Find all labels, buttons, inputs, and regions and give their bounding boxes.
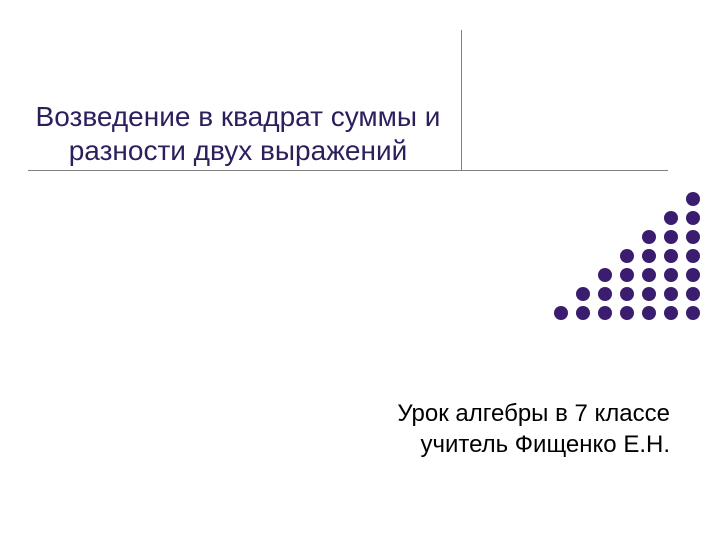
decoration-dot (686, 306, 700, 320)
dot-row (554, 249, 700, 263)
decoration-dot (686, 268, 700, 282)
decoration-dot (664, 211, 678, 225)
decoration-dot (664, 287, 678, 301)
decoration-dot (576, 287, 590, 301)
slide: Возведение в квадрат суммы и разности дв… (0, 0, 720, 540)
decoration-dot (620, 306, 634, 320)
decoration-dot (664, 268, 678, 282)
decoration-dot (620, 249, 634, 263)
decoration-dot (642, 230, 656, 244)
decoration-dot (664, 230, 678, 244)
decoration-dot (598, 287, 612, 301)
decoration-dot (686, 287, 700, 301)
decoration-dot (598, 268, 612, 282)
decoration-dot (642, 268, 656, 282)
decoration-dot (620, 268, 634, 282)
dot-row (554, 230, 700, 244)
dot-row (554, 192, 700, 206)
decoration-dot (554, 306, 568, 320)
horizontal-divider (28, 170, 668, 171)
decoration-dot (598, 306, 612, 320)
decoration-dot (686, 211, 700, 225)
slide-title: Возведение в квадрат суммы и разности дв… (28, 100, 448, 167)
dot-triangle-decoration (554, 192, 700, 325)
decoration-dot (642, 306, 656, 320)
decoration-dot (686, 230, 700, 244)
decoration-dot (642, 249, 656, 263)
subtitle-line-2: учитель Фищенко Е.Н. (170, 429, 670, 460)
dot-row (554, 306, 700, 320)
decoration-dot (620, 287, 634, 301)
decoration-dot (664, 306, 678, 320)
decoration-dot (642, 287, 656, 301)
vertical-divider (461, 30, 462, 170)
dot-row (554, 211, 700, 225)
subtitle-block: Урок алгебры в 7 классе учитель Фищенко … (170, 398, 670, 460)
subtitle-line-1: Урок алгебры в 7 классе (170, 398, 670, 429)
decoration-dot (686, 192, 700, 206)
dot-row (554, 268, 700, 282)
decoration-dot (664, 249, 678, 263)
decoration-dot (576, 306, 590, 320)
dot-row (554, 287, 700, 301)
decoration-dot (686, 249, 700, 263)
